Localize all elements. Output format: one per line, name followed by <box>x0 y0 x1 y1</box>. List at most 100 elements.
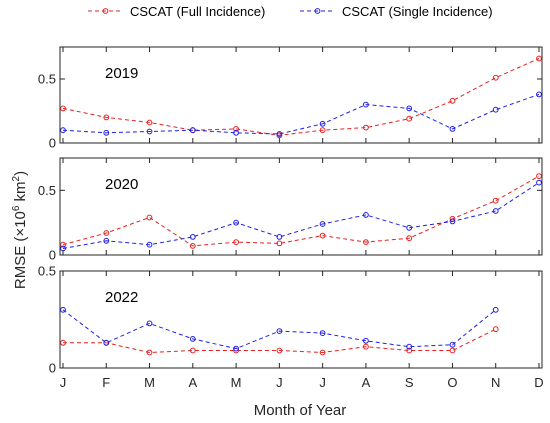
series-point-2 <box>189 127 196 134</box>
series-point-1 <box>233 239 240 246</box>
series-point-2 <box>492 106 499 113</box>
series-point-1 <box>103 230 110 236</box>
y-tick-label: 0 <box>49 136 56 151</box>
series-point-1 <box>406 347 413 354</box>
y-tick-label: 0.5 <box>38 72 56 87</box>
x-tick-label: S <box>405 375 414 390</box>
series-point-2 <box>492 208 499 214</box>
series-point-2 <box>146 320 153 327</box>
panel-year-label: 2022 <box>105 289 138 306</box>
x-tick-label: J <box>276 375 283 390</box>
series-point-2 <box>363 101 369 108</box>
series-point-1 <box>319 127 326 134</box>
series-point-1 <box>146 119 153 126</box>
series-point-1 <box>449 97 456 104</box>
series-point-1 <box>406 115 413 122</box>
series-point-1 <box>363 239 369 246</box>
panel-2019: 0 0.5 2019 <box>38 46 543 151</box>
series-point-1 <box>60 241 66 248</box>
series-point-2 <box>189 336 196 342</box>
series-point-2 <box>406 105 413 112</box>
series-point-1 <box>363 124 369 131</box>
series-point-2 <box>449 218 456 225</box>
series-point-2 <box>406 224 413 231</box>
x-tick-label: J <box>60 375 67 390</box>
series-point-2 <box>406 343 413 350</box>
series-point-2 <box>492 306 499 313</box>
series-point-1 <box>319 232 326 239</box>
series-point-1 <box>146 214 153 221</box>
legend: CSCAT (Full Incidence) CSCAT (Single Inci… <box>88 4 493 19</box>
x-tick-label: M <box>231 375 242 390</box>
series-point-2 <box>233 219 240 226</box>
x-tick-label: N <box>491 375 500 390</box>
series-point-2 <box>536 179 542 186</box>
series-point-2 <box>233 129 240 136</box>
x-tick-label: M <box>144 375 155 390</box>
series-point-2 <box>276 131 283 137</box>
series-line-2 <box>62 93 540 135</box>
panel-year-label: 2020 <box>105 176 138 193</box>
panel-frame <box>59 46 543 144</box>
series-point-2 <box>146 128 153 135</box>
series-point-2 <box>363 337 369 344</box>
series-point-1 <box>492 74 499 81</box>
series-point-2 <box>103 339 110 346</box>
series-point-1 <box>449 347 456 354</box>
legend-marker-2 <box>314 8 321 14</box>
y-tick-label: 0.5 <box>38 183 56 198</box>
series-point-1 <box>189 347 196 354</box>
series-point-2 <box>449 125 456 132</box>
series-point-1 <box>536 55 542 62</box>
y-tick-label: 0.5 <box>38 264 56 279</box>
series-point-1 <box>492 197 499 204</box>
series-point-1 <box>536 173 542 180</box>
series-point-1 <box>406 235 413 242</box>
series-point-2 <box>60 306 66 313</box>
series-line-1 <box>62 58 540 136</box>
series-point-1 <box>492 326 499 333</box>
series-point-2 <box>276 328 283 335</box>
series-point-2 <box>319 120 326 127</box>
x-tick-label: D <box>534 375 543 390</box>
legend-label-2: CSCAT (Single Incidence) <box>342 4 493 19</box>
series-point-2 <box>189 234 196 240</box>
series-point-1 <box>233 125 240 132</box>
series-point-1 <box>103 114 110 121</box>
x-tick-label: J <box>319 375 326 390</box>
panel-frame <box>59 157 543 256</box>
x-tick-label: A <box>188 375 197 390</box>
series-point-2 <box>319 330 326 337</box>
series-point-2 <box>146 241 153 248</box>
panel-year-label: 2019 <box>105 65 138 82</box>
series-point-1 <box>60 105 66 112</box>
series-point-1 <box>276 347 283 354</box>
y-axis-label: RMSE (×106 km2) <box>11 171 29 289</box>
series-point-2 <box>449 341 456 348</box>
panel-frame <box>59 270 543 369</box>
series-point-2 <box>60 127 66 134</box>
x-tick-label: A <box>362 375 371 390</box>
series-point-1 <box>276 240 283 247</box>
series-point-1 <box>363 343 369 350</box>
series-point-1 <box>60 339 66 346</box>
legend-marker-1 <box>102 8 109 14</box>
x-tick-label: F <box>102 375 110 390</box>
panel-2020: 0 0.5 2020 <box>38 157 543 263</box>
series-point-2 <box>103 129 110 136</box>
x-tick-label: O <box>447 375 457 390</box>
series-point-1 <box>189 243 196 249</box>
series-point-2 <box>103 237 110 244</box>
series-line-1 <box>63 328 496 354</box>
series-line-1 <box>62 175 540 247</box>
series-line-2 <box>62 182 540 249</box>
series-point-1 <box>146 349 153 356</box>
y-tick-label: 0 <box>49 361 56 376</box>
series-point-2 <box>233 345 240 352</box>
series-point-1 <box>319 349 326 356</box>
panel-2022: 0 0.5 2022 <box>38 264 543 376</box>
series-point-2 <box>60 245 66 252</box>
